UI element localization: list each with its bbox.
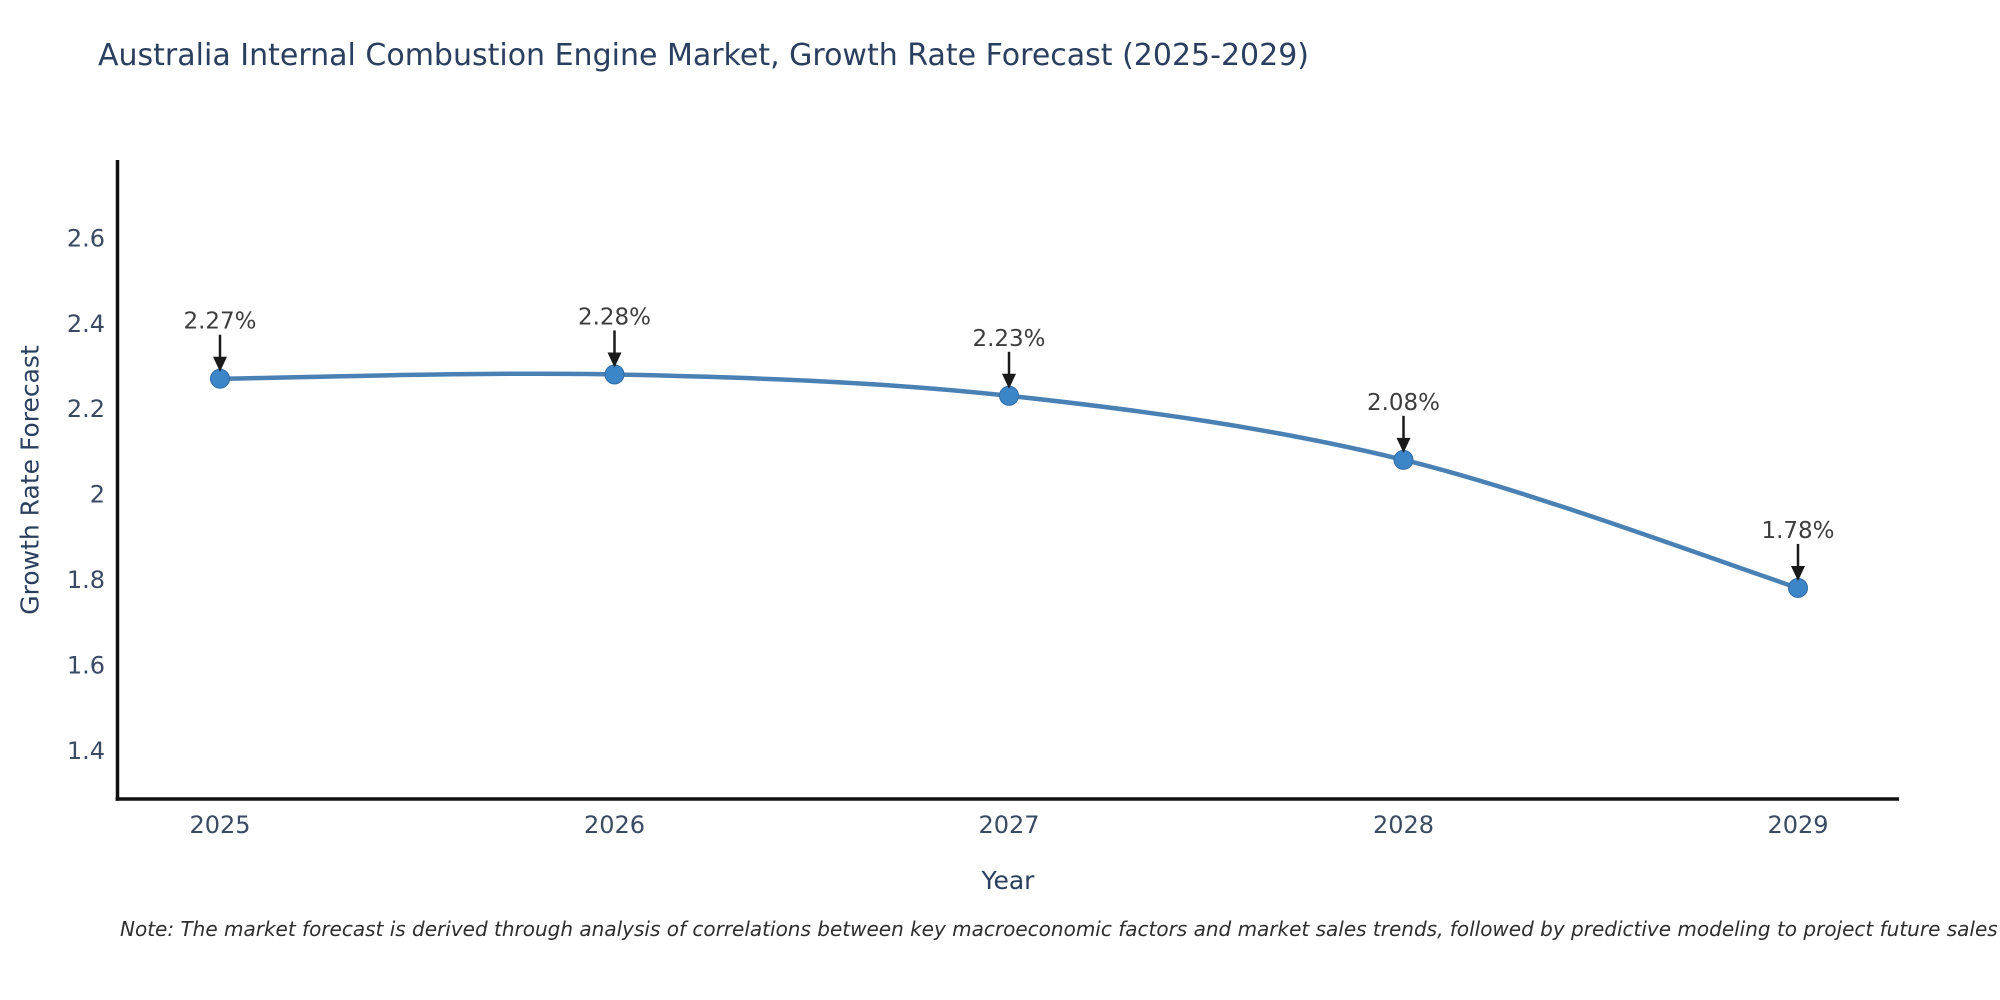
forecast-line xyxy=(217,371,1801,591)
x-tick-label: 2026 xyxy=(584,811,645,839)
x-tick-label: 2029 xyxy=(1767,811,1828,839)
data-point-marker[interactable] xyxy=(1788,577,1808,598)
footnote: Note: The market forecast is derived thr… xyxy=(120,917,1998,941)
y-axis-title: Growth Rate Forecast xyxy=(15,345,45,615)
y-tick-label: 1.4 xyxy=(67,737,105,765)
x-tick-label: 2027 xyxy=(978,811,1039,839)
y-tick-label: 2.2 xyxy=(67,395,105,423)
chart-title: Australia Internal Combustion Engine Mar… xyxy=(98,38,1310,73)
annotation-arrowhead-icon xyxy=(1396,437,1411,453)
y-tick-label: 1.6 xyxy=(67,651,105,679)
data-point-marker[interactable] xyxy=(1393,449,1414,470)
y-tick-label: 2.4 xyxy=(67,310,105,338)
point-value-label: 2.08% xyxy=(1367,390,1440,416)
point-value-label: 2.28% xyxy=(578,304,651,330)
x-tick-label: 2025 xyxy=(189,811,250,839)
annotation-arrowhead-icon xyxy=(1791,565,1805,581)
annotation-arrowhead-icon xyxy=(607,352,622,368)
y-tick-label: 2 xyxy=(90,481,105,509)
point-value-label: 2.23% xyxy=(972,326,1045,352)
x-axis-title: Year xyxy=(981,866,1035,895)
data-point-marker[interactable] xyxy=(604,364,625,385)
annotation-arrowhead-icon xyxy=(213,356,227,372)
annotation-arrowhead-icon xyxy=(1002,373,1016,389)
y-tick-label: 2.6 xyxy=(67,224,105,252)
x-tick-label: 2028 xyxy=(1373,811,1434,839)
data-point-marker[interactable] xyxy=(999,385,1019,406)
data-point-marker[interactable] xyxy=(210,368,230,389)
point-value-label: 2.27% xyxy=(183,309,256,335)
point-value-label: 1.78% xyxy=(1761,518,1834,544)
y-tick-label: 1.8 xyxy=(67,566,105,594)
